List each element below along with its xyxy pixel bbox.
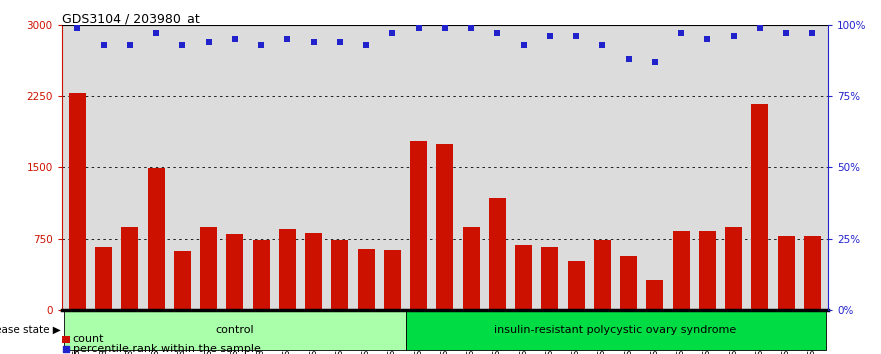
Bar <box>200 227 218 310</box>
Bar <box>62 336 70 343</box>
Bar <box>122 227 138 310</box>
Point <box>727 33 741 39</box>
Text: count: count <box>72 335 104 344</box>
Point <box>228 36 242 42</box>
Bar <box>411 141 427 310</box>
Text: GDS3104 / 203980_at: GDS3104 / 203980_at <box>62 12 199 25</box>
Bar <box>803 236 821 310</box>
Point <box>622 56 636 62</box>
Bar <box>541 247 559 310</box>
Point <box>280 36 294 42</box>
Point <box>122 42 137 47</box>
Point <box>307 39 321 45</box>
Bar <box>405 310 825 350</box>
Point <box>311 297 325 303</box>
Point <box>333 39 347 45</box>
Bar <box>226 234 243 310</box>
Bar <box>594 240 611 310</box>
Bar <box>279 229 296 310</box>
Point <box>202 39 216 45</box>
Bar <box>358 249 374 310</box>
Point <box>438 25 452 30</box>
Point <box>149 30 163 36</box>
Bar <box>305 233 322 310</box>
Bar <box>69 93 86 310</box>
Bar <box>436 143 454 310</box>
Bar <box>515 245 532 310</box>
Bar <box>778 236 795 310</box>
Point <box>359 42 374 47</box>
Point <box>97 42 111 47</box>
Point <box>805 30 819 36</box>
Text: percentile rank within the sample: percentile rank within the sample <box>72 344 261 354</box>
Point <box>674 30 688 36</box>
Text: disease state ▶: disease state ▶ <box>0 325 61 335</box>
Bar <box>253 240 270 310</box>
Point <box>543 33 557 39</box>
Bar <box>174 251 191 310</box>
Bar <box>567 261 585 310</box>
Point <box>70 25 85 30</box>
Bar <box>620 256 637 310</box>
Point <box>648 59 662 65</box>
Point <box>596 42 610 47</box>
Bar <box>751 104 768 310</box>
Bar <box>384 250 401 310</box>
Point <box>464 25 478 30</box>
Bar <box>148 168 165 310</box>
Bar <box>672 231 690 310</box>
Point <box>385 30 399 36</box>
Point <box>175 42 189 47</box>
Point <box>700 36 714 42</box>
Bar <box>647 280 663 310</box>
Bar <box>64 310 405 350</box>
Point <box>779 30 793 36</box>
Point <box>254 42 268 47</box>
Bar <box>95 247 112 310</box>
Point <box>569 33 583 39</box>
Bar <box>489 198 506 310</box>
Text: insulin-resistant polycystic ovary syndrome: insulin-resistant polycystic ovary syndr… <box>494 325 737 335</box>
Point <box>491 30 505 36</box>
Bar <box>463 227 479 310</box>
Text: control: control <box>216 325 255 335</box>
Bar <box>725 227 742 310</box>
Bar <box>331 240 349 310</box>
Point <box>411 25 426 30</box>
Point <box>516 42 530 47</box>
Bar <box>699 231 716 310</box>
Point <box>753 25 767 30</box>
